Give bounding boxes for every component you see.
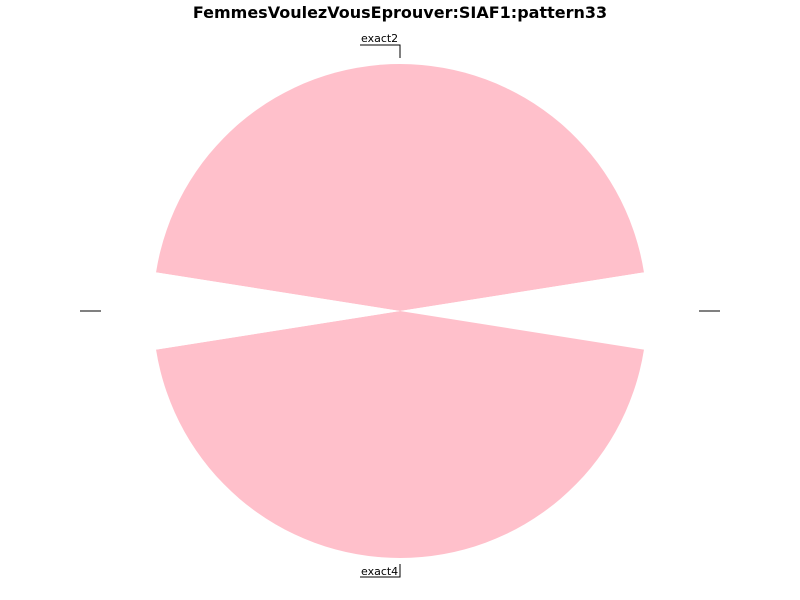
chart-title: FemmesVoulezVousEprouver:SIAF1:pattern33	[192, 3, 608, 22]
pie-slice-0	[156, 63, 644, 311]
slice-leader-line-0	[360, 44, 401, 58]
slice-label-2: exact4	[361, 565, 398, 578]
pie-slice-2	[156, 311, 644, 559]
slice-label-0: exact2	[361, 32, 398, 45]
pie-slice-1	[400, 272, 648, 350]
slice-leader-line-2	[360, 564, 401, 578]
pie-slice-3	[153, 272, 400, 350]
